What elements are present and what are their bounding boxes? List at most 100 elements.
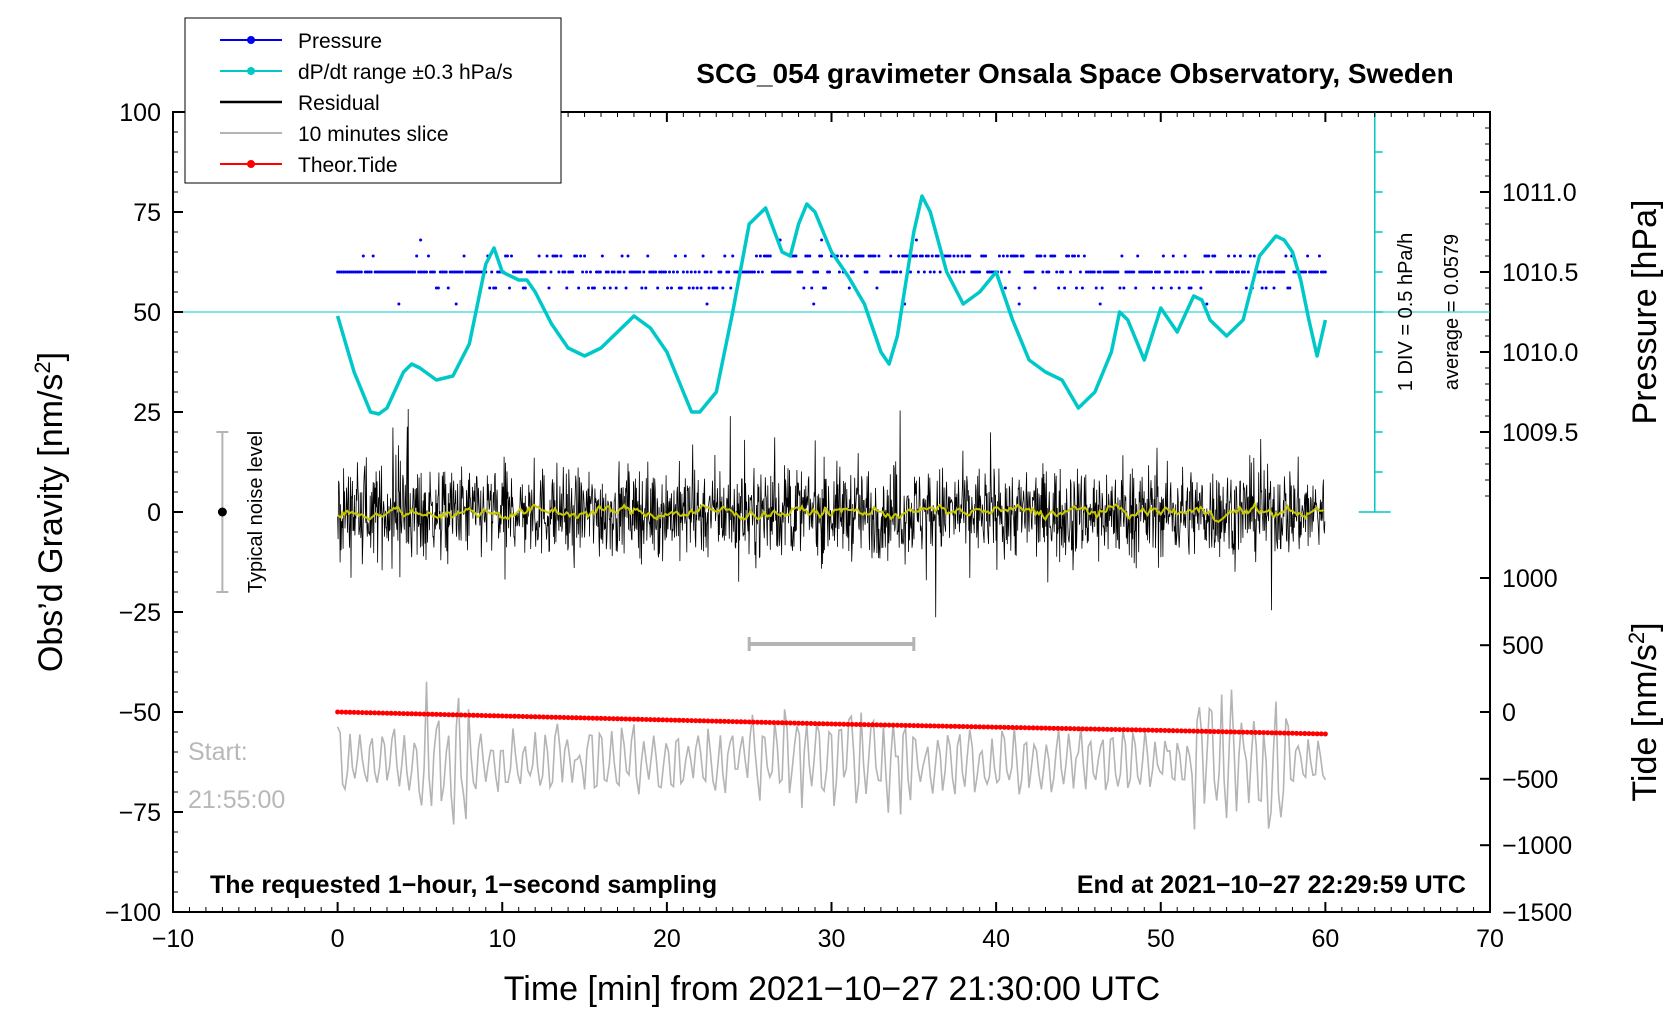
tide-point [1141,727,1147,733]
pressure-point [1033,286,1037,290]
tide-point [791,720,797,726]
x-tick-label: 30 [818,925,846,953]
pressure-point [960,254,964,258]
x-tick-label: 40 [982,925,1010,953]
tide-point [1125,727,1131,733]
tide-tick-label: −1500 [1502,899,1572,927]
pressure-point [930,254,934,258]
pressure-point [1021,254,1025,258]
tide-point [861,722,867,728]
pressure-point [432,270,436,274]
pressure-point [1003,286,1007,290]
pressure-point [1264,286,1268,290]
pressure-point [962,270,966,274]
tide-point [520,714,526,719]
pressure-point [494,286,498,290]
tide-point [396,711,402,716]
end-time-note: End at 2021−10−27 22:29:59 UTC [1077,871,1466,899]
tide-point [944,723,950,729]
tide-point [475,712,481,718]
pressure-point [559,254,563,258]
pressure-point [598,270,602,274]
pressure-point [899,270,903,274]
pressure-point [671,270,675,274]
pressure-point [425,270,429,274]
tide-point [602,716,608,721]
pressure-point [928,270,932,274]
tide-point [1075,726,1081,732]
pressure-point [1061,270,1065,274]
pressure-point [1171,254,1175,258]
tide-point [483,713,489,719]
tide-point [479,713,485,718]
tide-point [824,721,830,727]
tide-point [627,716,633,722]
pressure-point [413,270,417,274]
pressure-point [875,286,879,290]
pressure-point [721,286,725,290]
pressure-point [1315,270,1319,274]
pressure-point [1306,254,1310,258]
pressure-point [581,270,585,274]
tide-point [413,711,419,717]
pressure-point [1007,270,1011,274]
pressure-point [506,254,510,258]
pressure-point [509,254,513,258]
pressure-point [695,286,699,290]
tide-point [857,722,863,728]
pressure-point [727,270,731,274]
tide-point [400,711,406,717]
pressure-point [669,286,673,290]
tide-point [870,722,876,728]
pressure-point [845,254,849,258]
tide-point [524,714,530,720]
tide-point [1051,725,1057,731]
tide-point [1289,730,1295,736]
x-tick-label: 50 [1147,925,1175,953]
pressure-point [865,270,869,274]
tide-point [689,718,695,724]
pressure-point [602,286,606,290]
y-tick-label: −100 [105,899,161,927]
tide-point [656,717,662,723]
pressure-point [752,270,756,274]
tide-point [1261,730,1267,736]
tide-point [1150,727,1156,733]
tide-tick-label: 1000 [1502,565,1558,593]
pressure-point [507,286,511,290]
tide-point [1248,729,1254,735]
tide-point [1059,725,1065,731]
legend-marker [247,67,255,75]
tide-point [565,715,571,721]
tide-point [647,717,653,723]
pressure-point [909,270,913,274]
tide-point [363,710,369,716]
tide-point [911,723,917,729]
tide-point [705,718,711,724]
pressure-point [523,286,527,290]
pressure-point [802,286,806,290]
tide-point [734,719,740,725]
y-axis-title-tide: Tide [nm/s2] [1624,622,1664,801]
tide-point [1281,730,1287,736]
tide-point [1071,726,1077,732]
pressure-tick-label: 1009.5 [1502,419,1578,447]
tide-point [894,722,900,728]
pressure-point [618,270,622,274]
tide-point [1112,727,1118,733]
tide-point [1195,728,1201,734]
tide-point [1092,726,1098,732]
tide-point [598,715,604,721]
tide-point [1294,730,1300,736]
pressure-point [620,254,624,258]
pressure-point [1185,270,1189,274]
pressure-point [1120,254,1124,258]
pressure-point [950,270,954,274]
tide-point [903,722,909,728]
tide-point [1001,724,1007,730]
tide-point [833,721,839,727]
tide-point [1133,727,1139,733]
pressure-point [488,286,492,290]
chart-title: SCG_054 gravimeter Onsala Space Observat… [696,58,1453,89]
tide-point [438,712,444,717]
